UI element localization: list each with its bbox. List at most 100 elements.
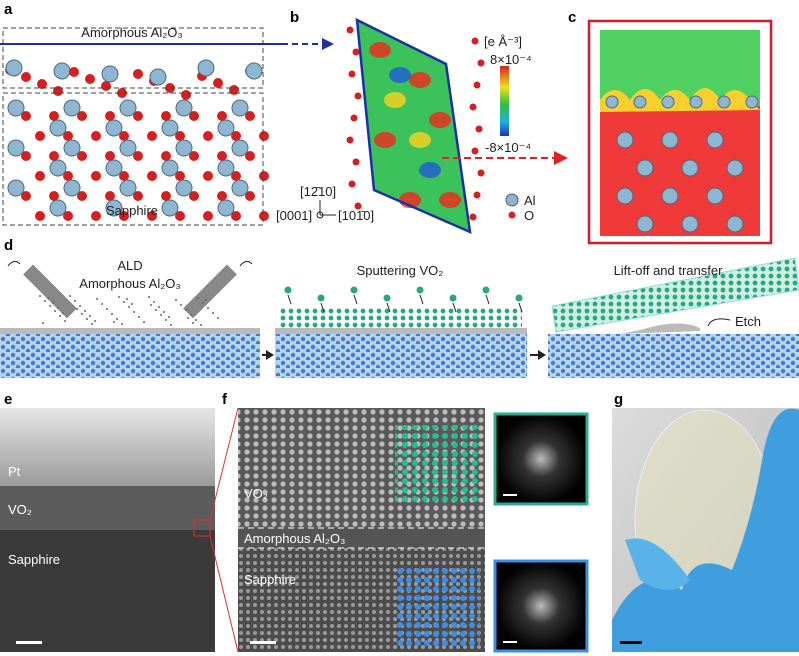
panel-c: c (568, 9, 773, 245)
precursor-dot (212, 312, 214, 314)
o-atom (203, 211, 213, 221)
o-atom (105, 151, 115, 161)
layer-label: VO₂ (244, 486, 268, 501)
density-spot (439, 192, 461, 208)
o-atom (245, 151, 255, 161)
al-atom (49, 159, 67, 177)
precursor-dot (143, 321, 145, 323)
al-atom (7, 179, 25, 197)
precursor-dot (202, 302, 204, 304)
al-atom (706, 131, 724, 149)
al-atom (105, 119, 123, 137)
layer-label: Sapphire (8, 552, 60, 567)
precursor-dot (49, 305, 51, 307)
colorbar-label: -8×10⁻⁴ (485, 140, 531, 155)
al-atom (161, 119, 179, 137)
scale-bar (250, 641, 276, 644)
axis-origin (316, 211, 324, 219)
precursor-dot (86, 318, 88, 320)
precursor-dot (158, 306, 160, 308)
al-atom (661, 131, 679, 149)
al-atom (5, 59, 23, 77)
precursor-dot (138, 316, 140, 318)
al-atom (161, 159, 179, 177)
o-atom (91, 211, 101, 221)
panel-d: d ALD Amorphous Al₂O₃ Sputtering VO₂ Lif… (0, 237, 799, 378)
al-atom (636, 215, 654, 233)
o-atom (175, 171, 185, 181)
colorbar (500, 66, 509, 136)
fft-inset (493, 559, 589, 653)
vo2-layer (0, 486, 215, 530)
o-atom (231, 131, 241, 141)
al-atom (217, 199, 235, 217)
vo2-particle (383, 294, 391, 302)
al-atom (63, 179, 81, 197)
o-atom (231, 171, 241, 181)
al2o3-layer (0, 328, 260, 334)
precursor-dot (89, 315, 91, 317)
o-atom (477, 59, 485, 67)
precursor-dot (52, 302, 54, 304)
panel-letter: f (222, 391, 228, 408)
o-atom (203, 171, 213, 181)
step-title: Lift-off and transfer (614, 263, 724, 278)
precursor-dot (121, 323, 123, 325)
precursor-dot (180, 304, 182, 306)
o-atom (91, 171, 101, 181)
o-atom (105, 111, 115, 121)
scale-bar (503, 494, 517, 496)
o-atom (348, 70, 356, 78)
panel-letter: d (4, 237, 13, 254)
atom-model (605, 95, 759, 233)
al-atom (105, 159, 123, 177)
al-atom (63, 139, 81, 157)
precursor-dot (128, 306, 130, 308)
o-atom (346, 136, 354, 144)
al-atom (231, 139, 249, 157)
panel-letter: c (568, 9, 576, 26)
particle-arrow (485, 294, 490, 305)
precursor-dot (200, 324, 202, 326)
precursor-dot (111, 313, 113, 315)
al-atom (681, 159, 699, 177)
precursor-dot (47, 297, 49, 299)
o-atom (147, 211, 157, 221)
density-spot (374, 132, 396, 148)
particle-arrow (452, 302, 457, 313)
o-atom (161, 111, 171, 121)
etch-arrow (707, 318, 731, 327)
precursor-dot (217, 317, 219, 319)
o-atom (69, 67, 79, 77)
precursor-dot (94, 320, 96, 322)
scale-bar (16, 641, 42, 644)
interface-line (238, 527, 485, 549)
o-atom (473, 191, 481, 199)
precursor-dot (153, 301, 155, 303)
o-atom (475, 125, 483, 133)
vo2-film (278, 308, 522, 328)
legend-label: Al (524, 193, 536, 208)
panel-letter: g (614, 391, 623, 408)
atom-model (5, 59, 269, 221)
o-atom (189, 191, 199, 201)
o-atom (35, 171, 45, 181)
o-atom (105, 191, 115, 201)
precursor-dot (39, 295, 41, 297)
o-atom (469, 213, 477, 221)
precursor-dot (54, 310, 56, 312)
o-atom (117, 88, 127, 98)
particle-arrow (518, 302, 523, 313)
precursor-dot (44, 300, 46, 302)
o-atom (77, 111, 87, 121)
o-atom (189, 111, 199, 121)
precursor-dot (185, 309, 187, 311)
al-atom (616, 131, 634, 149)
panel-f: f VO₂ Amorphous Al₂O₃ Sapphire (222, 391, 589, 653)
density-spot (409, 72, 431, 88)
scale-bar (620, 641, 642, 644)
layer-label: Amorphous Al₂O₃ (81, 25, 182, 40)
hose (7, 260, 253, 267)
precursor-dot (118, 296, 120, 298)
precursor-dot (74, 300, 76, 302)
